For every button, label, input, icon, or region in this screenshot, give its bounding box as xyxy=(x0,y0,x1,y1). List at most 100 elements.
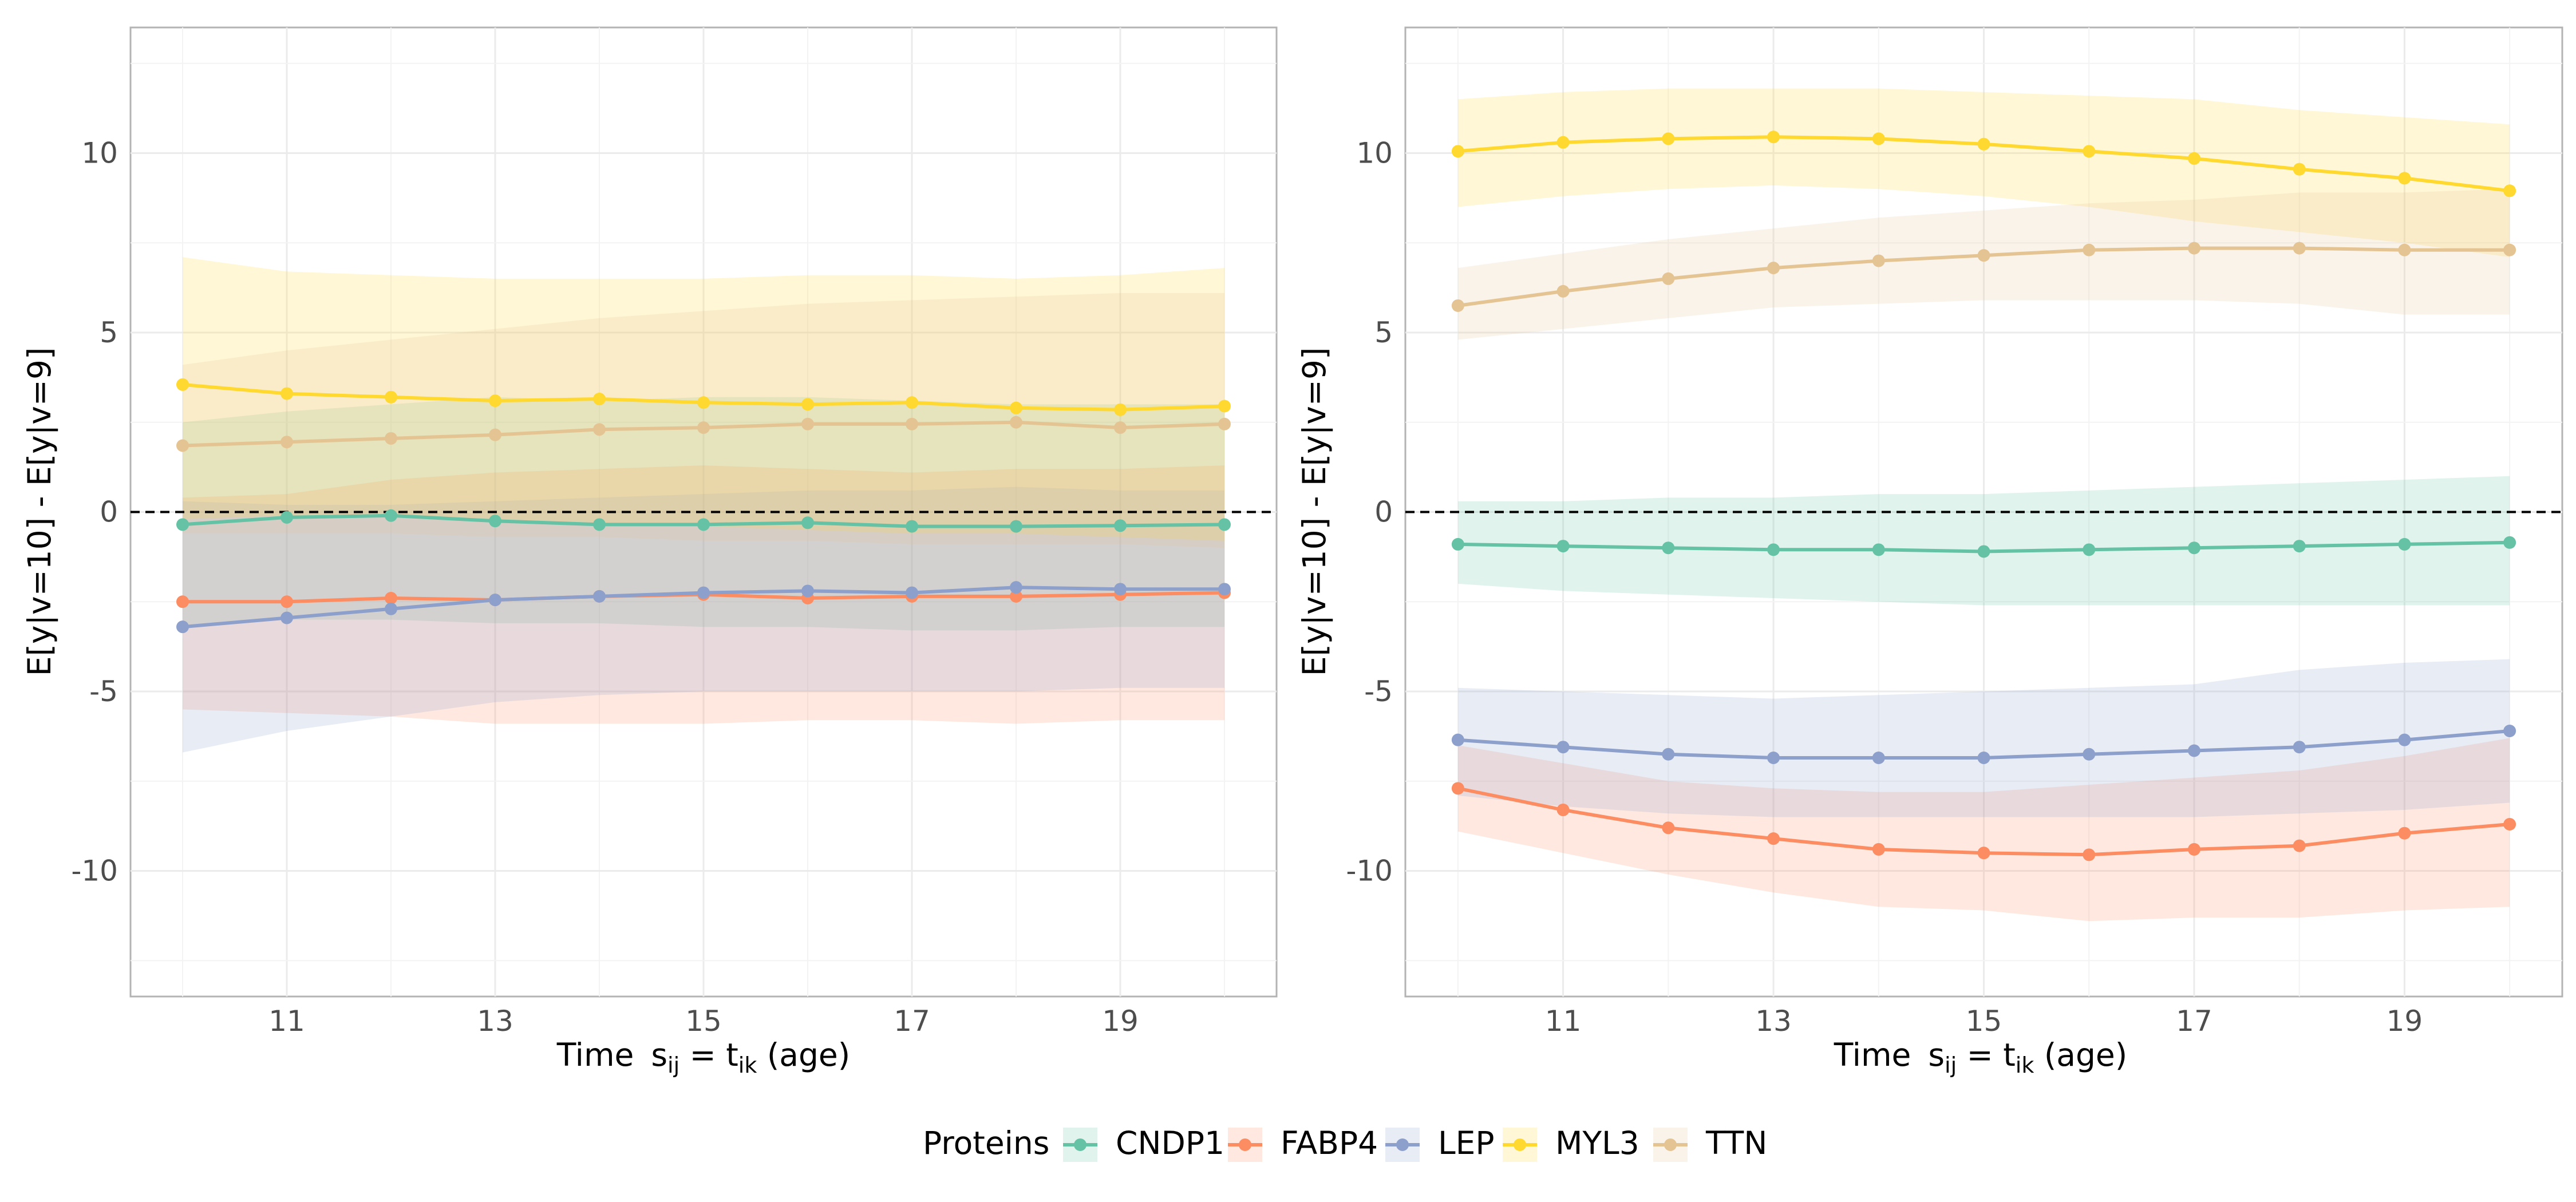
y-tick-label: -10 xyxy=(71,855,118,888)
data-point-myl3 xyxy=(176,378,189,391)
data-point-lep xyxy=(2083,748,2096,761)
data-point-myl3 xyxy=(1556,136,1570,149)
ci-band-fabp4 xyxy=(1457,738,2510,922)
ci-band-ttn xyxy=(183,293,1224,548)
data-point-fabp4 xyxy=(1556,803,1570,816)
left-x-axis-title: Time sij = tik (age) xyxy=(556,1037,850,1078)
data-point-cndp1 xyxy=(1767,543,1780,556)
data-point-ttn xyxy=(801,417,814,430)
data-point-lep xyxy=(385,602,397,615)
left-x-tick-labels: 11 13 15 17 19 xyxy=(268,1005,1139,1038)
x-tick-label: 13 xyxy=(1755,1005,1792,1038)
data-point-cndp1 xyxy=(2398,537,2411,551)
ci-band-lep xyxy=(1457,659,2510,817)
x-tick-label: 15 xyxy=(1966,1005,2002,1038)
data-point-lep xyxy=(176,620,189,634)
data-point-ttn xyxy=(1662,272,1675,285)
x-tick-label: 11 xyxy=(268,1005,305,1038)
data-point-cndp1 xyxy=(1872,543,1885,556)
data-point-ttn xyxy=(1767,262,1780,275)
data-point-cndp1 xyxy=(1010,520,1022,533)
data-point-ttn xyxy=(1872,254,1885,267)
data-point-myl3 xyxy=(906,396,918,409)
data-point-lep xyxy=(1977,752,1990,765)
data-point-ttn xyxy=(1556,284,1570,298)
data-point-myl3 xyxy=(489,394,501,408)
data-point-ttn xyxy=(489,428,501,441)
data-point-myl3 xyxy=(2503,184,2516,197)
data-point-ttn xyxy=(906,417,918,430)
data-point-cndp1 xyxy=(2503,536,2516,549)
data-point-fabp4 xyxy=(2398,827,2411,840)
ci-band-cndp1 xyxy=(1457,476,2510,606)
data-point-myl3 xyxy=(2398,172,2411,185)
data-point-ttn xyxy=(1977,249,1990,262)
ci-band-ttn xyxy=(1457,189,2510,340)
data-point-myl3 xyxy=(280,387,293,400)
data-point-myl3 xyxy=(697,396,710,409)
data-point-lep xyxy=(593,590,606,603)
y-tick-label: 5 xyxy=(1374,316,1393,349)
data-point-fabp4 xyxy=(1767,832,1780,845)
ci-band-myl3 xyxy=(1457,88,2510,258)
ci-band-lep xyxy=(183,487,1224,753)
data-point-cndp1 xyxy=(697,518,710,531)
data-point-fabp4 xyxy=(1010,590,1022,603)
data-point-cndp1 xyxy=(2083,543,2096,556)
data-point-lep xyxy=(2293,741,2306,754)
data-point-fabp4 xyxy=(1977,847,1990,860)
data-point-lep xyxy=(906,586,918,599)
data-point-lep xyxy=(1872,752,1885,765)
data-point-cndp1 xyxy=(1556,540,1570,553)
data-point-fabp4 xyxy=(2503,818,2516,831)
data-point-ttn xyxy=(176,439,189,452)
legend-key-point xyxy=(1396,1138,1409,1151)
legend-item-lep: LEP xyxy=(1385,1125,1495,1162)
data-point-cndp1 xyxy=(1451,537,1464,551)
right-y-axis-title: E[y|v=10] - E[y|v=9] xyxy=(1296,347,1333,677)
ci-band-cndp1 xyxy=(183,397,1224,631)
data-point-ttn xyxy=(1114,421,1127,434)
right-x-tick-labels: 11 13 15 17 19 xyxy=(1545,1005,2423,1038)
data-point-myl3 xyxy=(801,398,814,411)
data-point-lep xyxy=(280,611,293,624)
x-tick-label: 11 xyxy=(1545,1005,1582,1038)
data-point-myl3 xyxy=(1218,400,1231,413)
data-point-fabp4 xyxy=(280,595,293,608)
data-point-myl3 xyxy=(593,392,606,405)
data-point-myl3 xyxy=(2187,152,2200,165)
data-point-cndp1 xyxy=(489,515,501,528)
x-tick-label: 17 xyxy=(894,1005,930,1038)
legend-key-point xyxy=(1664,1138,1677,1151)
y-tick-label: 0 xyxy=(100,496,118,529)
legend-item-fabp4: FABP4 xyxy=(1228,1125,1378,1162)
data-point-ttn xyxy=(593,423,606,436)
data-point-ttn xyxy=(1218,417,1231,430)
data-point-fabp4 xyxy=(2083,848,2096,861)
right-series-points xyxy=(1451,131,2516,861)
data-point-myl3 xyxy=(1977,137,1990,151)
y-tick-label: 0 xyxy=(1374,496,1393,529)
data-point-cndp1 xyxy=(385,509,397,522)
y-tick-label: 10 xyxy=(1356,136,1393,169)
y-tick-label: -10 xyxy=(1346,855,1393,888)
data-point-myl3 xyxy=(385,390,397,404)
data-point-cndp1 xyxy=(176,518,189,531)
data-point-myl3 xyxy=(1767,131,1780,144)
data-point-fabp4 xyxy=(2187,843,2200,856)
data-point-cndp1 xyxy=(2293,540,2306,553)
y-tick-label: 5 xyxy=(100,316,118,349)
legend-key-point xyxy=(1514,1138,1526,1151)
left-y-tick-labels: -10 -5 0 5 10 xyxy=(71,136,118,887)
data-point-myl3 xyxy=(2083,145,2096,158)
data-point-ttn xyxy=(2398,243,2411,256)
data-point-ttn xyxy=(697,421,710,434)
data-point-ttn xyxy=(2187,242,2200,255)
data-point-ttn xyxy=(2503,243,2516,256)
data-point-myl3 xyxy=(1872,132,1885,145)
data-point-fabp4 xyxy=(2293,839,2306,852)
data-point-lep xyxy=(801,584,814,598)
right-x-axis-title: Time sij = tik (age) xyxy=(1834,1037,2127,1078)
data-point-cndp1 xyxy=(1218,518,1231,531)
